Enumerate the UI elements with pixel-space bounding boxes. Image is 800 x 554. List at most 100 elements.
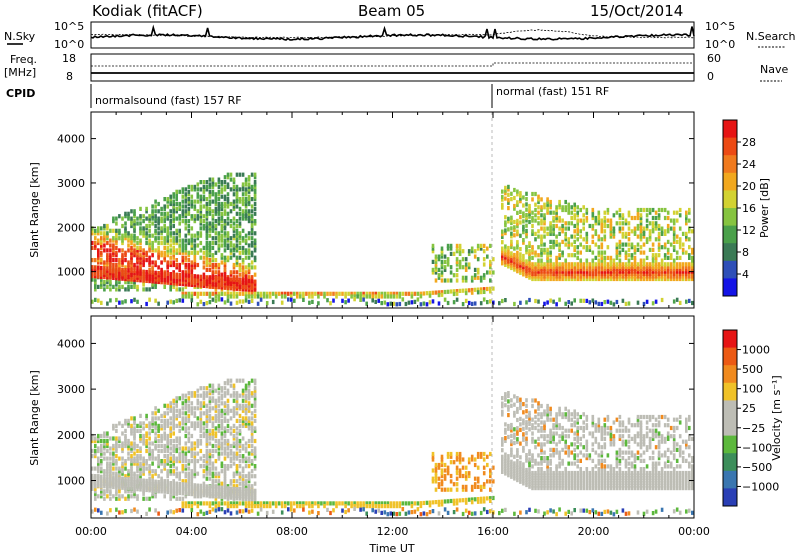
power-cell (618, 267, 622, 272)
power-cell (115, 273, 118, 279)
power-cell (280, 294, 284, 299)
power-cell (443, 259, 447, 264)
power-cell (217, 294, 221, 299)
velocity-cell (133, 480, 136, 485)
power-cell (636, 269, 640, 274)
power-cell (591, 264, 595, 269)
power-cell (190, 201, 194, 207)
velocity-cell (244, 459, 248, 464)
power-cell (555, 264, 558, 269)
velocity-cell (208, 501, 212, 506)
velocity-cell (100, 448, 103, 454)
power-cell (157, 275, 160, 280)
velocity-cell (229, 501, 233, 506)
power-cell (470, 278, 474, 283)
power-cell (597, 213, 601, 218)
power-cell (124, 236, 127, 241)
power-cell (244, 201, 248, 207)
power-cell (205, 209, 209, 214)
velocity-cell (217, 492, 221, 497)
power-cell (121, 272, 124, 277)
power-cell (121, 284, 124, 289)
power-cell (271, 291, 275, 296)
power-cell (106, 284, 109, 289)
power-cell (199, 226, 203, 231)
power-cell (564, 264, 567, 269)
power-cell (449, 289, 453, 294)
power-cell (678, 262, 682, 267)
power-cell (151, 279, 154, 284)
power-cell (193, 233, 197, 238)
velocity-cell (121, 423, 124, 428)
power-cell (190, 245, 194, 250)
power-cell (142, 271, 145, 276)
power-cell (437, 290, 441, 295)
velocity-cell (473, 476, 477, 481)
power-cell (217, 216, 221, 221)
velocity-cell (217, 504, 221, 509)
power-cell (244, 240, 248, 246)
power-cell (199, 216, 203, 221)
power-cell (633, 272, 637, 277)
velocity-cell (160, 476, 163, 481)
power-cell (618, 276, 622, 282)
power-cell (226, 291, 230, 296)
power-cell (663, 269, 667, 274)
power-cell (244, 214, 248, 219)
power-cell (642, 229, 646, 234)
power-cell (567, 245, 570, 250)
power-cell (618, 221, 622, 226)
power-cell (199, 255, 203, 260)
power-cell (241, 272, 245, 277)
power-cell (576, 267, 579, 272)
velocity-cell (160, 489, 163, 494)
velocity-cell (223, 485, 227, 491)
power-cell (549, 205, 552, 210)
power-cell (166, 240, 169, 246)
velocity-cell (214, 408, 218, 413)
velocity-cell (235, 441, 239, 446)
velocity-cell (314, 501, 317, 506)
velocity-cell (100, 459, 103, 464)
power-cell (160, 211, 163, 216)
velocity-cell (489, 496, 492, 501)
velocity-cell (431, 509, 435, 514)
power-cell (169, 226, 172, 231)
power-cell (323, 294, 326, 299)
power-cell (187, 294, 191, 299)
velocity-cell (133, 477, 136, 482)
power-cell (504, 244, 507, 249)
velocity-cell (214, 474, 218, 479)
velocity-cell (91, 480, 94, 485)
velocity-cell (208, 408, 212, 413)
power-cell (561, 276, 564, 282)
power-cell (238, 245, 242, 250)
power-cell (229, 301, 233, 306)
power-cell (685, 267, 688, 272)
power-cell (241, 238, 245, 243)
velocity-cell (217, 456, 221, 461)
power-cell (232, 245, 236, 250)
velocity-cell (229, 378, 233, 383)
power-cell (621, 267, 625, 272)
power-cell (573, 229, 576, 234)
power-cell (157, 236, 160, 241)
power-cell (235, 248, 239, 253)
power-cell (552, 245, 555, 250)
power-cell (685, 218, 688, 223)
velocity-cell (112, 494, 115, 499)
velocity-cell (133, 474, 136, 479)
velocity-cell (175, 403, 178, 408)
power-cell (549, 210, 552, 215)
velocity-cell (226, 378, 230, 383)
velocity-cell (157, 428, 160, 433)
velocity-cell (115, 459, 118, 464)
power-cell (621, 262, 625, 267)
power-cell (546, 199, 549, 205)
power-cell (208, 221, 212, 226)
power-cell (250, 197, 254, 202)
power-cell (130, 262, 133, 268)
velocity-cell (190, 476, 194, 481)
velocity-cell (145, 443, 148, 449)
velocity-cell (241, 469, 245, 474)
